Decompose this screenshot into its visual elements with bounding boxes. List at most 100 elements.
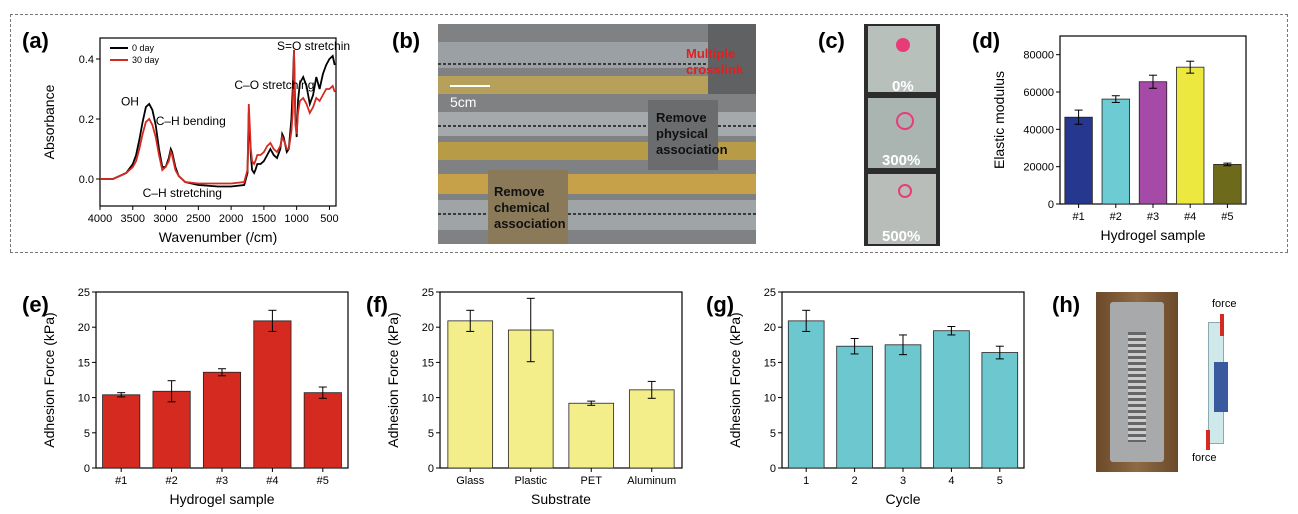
strain-label-0: 0% [892, 78, 914, 95]
y-tick-label: 0.2 [79, 114, 94, 126]
panel-label-e: (e) [22, 292, 49, 317]
chart-e-adhesion-samples: 0 5 10 15 20 25 #1 #2 #3 #4 #5 Hydrogel sample Adhes… [41, 287, 349, 507]
series-line-30-day [100, 49, 336, 185]
photo-c-stretch-sequence: 0% 300% 500% [864, 24, 940, 246]
right-separator-top [1287, 14, 1288, 252]
force-label-top: force [1212, 298, 1237, 310]
label-multiple-crosslink: Multiple crosslink [686, 46, 744, 77]
photo-b-tensile-rig: 5cm Multiple crosslink Remove physical a… [438, 24, 756, 244]
y-tick-label: 0 [428, 463, 434, 475]
y-tick-label: 15 [422, 357, 434, 369]
plot-frame [99, 37, 337, 207]
bar [981, 352, 1019, 469]
y-tick-label: 10 [78, 393, 90, 405]
x-tick-label: 2 [852, 475, 858, 487]
x-tick-label: #2 [1110, 211, 1122, 223]
y-tick-label: 20000 [1023, 162, 1054, 174]
annotation-label: OH [121, 95, 139, 109]
x-tick-label: Plastic [515, 475, 548, 487]
arrow-down-icon [1206, 430, 1210, 450]
panel-label-b: (b) [392, 28, 421, 53]
annotation-label: S=O stretching [277, 39, 350, 53]
bar [884, 344, 922, 469]
chart-g-adhesion-cycles: 0 5 10 15 20 25 1 2 3 4 5 Cycle Adhesion Force (kPa) [727, 287, 1025, 507]
arrow-up-icon [1220, 314, 1224, 336]
x-tick-label: #2 [165, 475, 177, 487]
x-axis-label: Cycle [885, 491, 920, 507]
x-tick-label: 2000 [219, 213, 243, 225]
y-axis-label: Absorbance [41, 84, 57, 159]
x-tick-label: 3 [900, 475, 906, 487]
x-tick-label: Glass [456, 475, 485, 487]
bar [1176, 66, 1205, 205]
y-axis-label: Adhesion Force (kPa) [41, 312, 57, 447]
bar [787, 320, 825, 469]
x-tick-label: Aluminum [627, 475, 676, 487]
y-tick-label: 0 [84, 463, 90, 475]
panel-label-c: (c) [818, 28, 845, 53]
panel-label-f: (f) [366, 292, 388, 317]
y-tick-label: 80000 [1023, 50, 1054, 62]
y-tick-label: 15 [764, 357, 776, 369]
bar [836, 345, 873, 469]
bar [253, 320, 292, 469]
chart-d-elastic-modulus: 0 20000 40000 60000 80000 #1 #2 #3 #4 #5 Hydrogel … [991, 35, 1247, 243]
photo-h-rig [1096, 292, 1178, 472]
y-tick-label: 10 [764, 393, 776, 405]
sample-dot [896, 38, 910, 52]
y-axis-label: Adhesion Force (kPa) [727, 312, 743, 447]
x-tick-label: #4 [1184, 211, 1196, 223]
x-tick-label: #4 [266, 475, 278, 487]
annotation-label: C–O stretching [234, 78, 314, 92]
x-tick-label: #5 [317, 475, 329, 487]
scale-bar-label: 5cm [450, 94, 477, 110]
x-tick-label: PET [581, 475, 603, 487]
bar [1101, 98, 1130, 205]
y-tick-label: 10 [422, 393, 434, 405]
left-separator-top [10, 14, 11, 252]
strain-label-500: 500% [882, 228, 921, 245]
bar [202, 371, 242, 469]
y-tick-label: 5 [770, 428, 776, 440]
y-tick-label: 15 [78, 357, 90, 369]
x-tick-label: #3 [1147, 211, 1159, 223]
chart-f-adhesion-substrates: 0 5 10 15 20 25 Glass Plastic PET Aluminum Substra… [385, 287, 683, 507]
x-tick-label: 4000 [88, 213, 112, 225]
x-tick-label: 3500 [121, 213, 145, 225]
force-label-bottom: force [1192, 452, 1217, 464]
y-tick-label: 25 [764, 287, 776, 299]
x-tick-label: #1 [1072, 211, 1084, 223]
y-tick-label: 40000 [1023, 124, 1054, 136]
x-axis-label: Hydrogel sample [169, 491, 274, 507]
y-tick-label: 0.4 [79, 54, 94, 66]
photo-c-frame-500 [868, 174, 936, 244]
x-tick-label: #5 [1221, 211, 1233, 223]
y-tick-label: 25 [422, 287, 434, 299]
photo-c-frame-0 [868, 26, 936, 92]
x-tick-label: 1500 [252, 213, 276, 225]
bar [1213, 164, 1242, 205]
photo-c-frame-300 [868, 98, 936, 168]
x-tick-label: 1000 [284, 213, 308, 225]
x-tick-label: 5 [997, 475, 1003, 487]
bar [568, 402, 615, 469]
y-tick-label: 5 [84, 428, 90, 440]
x-tick-label: 3000 [153, 213, 177, 225]
photo-h-adhesion-test: force force [1096, 292, 1288, 472]
legend-label: 0 day [132, 43, 155, 53]
sample-ring [896, 112, 914, 130]
rig-screw [1128, 332, 1146, 442]
panel-label-a: (a) [22, 28, 49, 53]
y-tick-label: 5 [428, 428, 434, 440]
y-tick-label: 20 [422, 322, 434, 334]
substrate-block [1214, 362, 1228, 412]
top-separator [10, 14, 1288, 15]
x-axis-label: Substrate [531, 491, 591, 507]
panel-label-g: (g) [706, 292, 735, 317]
y-tick-label: 20 [764, 322, 776, 334]
x-axis-label: Hydrogel sample [1100, 227, 1205, 243]
bar [1064, 116, 1093, 205]
series-line-0-day [100, 49, 336, 188]
bar [1138, 81, 1168, 205]
y-axis-label: Adhesion Force (kPa) [385, 312, 401, 447]
